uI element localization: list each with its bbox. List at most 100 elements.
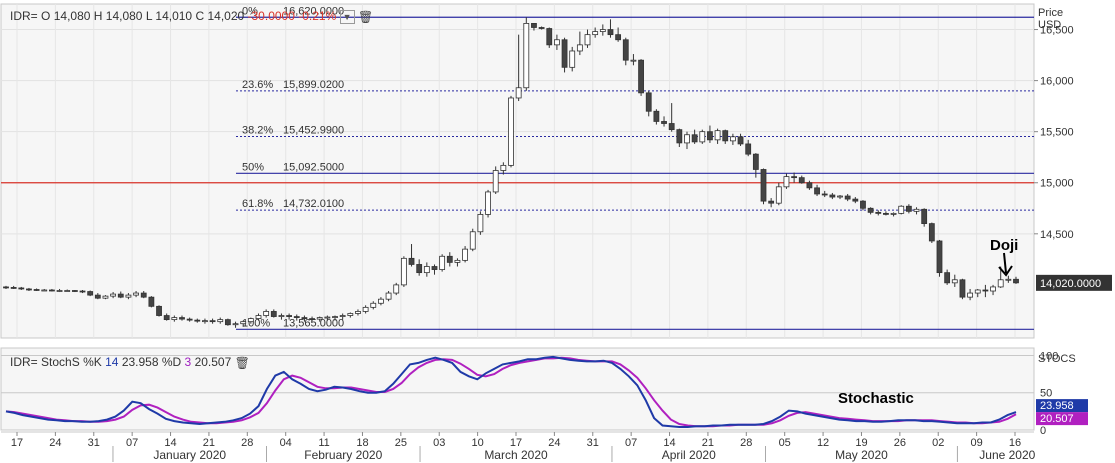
- fib-percent-label: 0%: [242, 5, 258, 17]
- candle-body: [64, 290, 71, 292]
- candle-body: [676, 129, 683, 144]
- candle-body: [140, 292, 147, 298]
- x-tick-label: 28: [241, 437, 253, 449]
- trash-icon[interactable]: 🗑: [357, 9, 374, 24]
- trash-icon[interactable]: 🗑: [234, 355, 250, 370]
- stoch-tick-label: 0: [1040, 425, 1046, 437]
- candle-body: [477, 214, 484, 233]
- candle-body: [974, 289, 981, 294]
- candle-body: [707, 131, 713, 141]
- candle-body: [362, 306, 369, 312]
- candle-body: [592, 31, 599, 36]
- current-price-tag: [1036, 274, 1112, 291]
- candle-body: [148, 296, 155, 307]
- candle-body: [752, 153, 759, 170]
- candle-body: [431, 266, 438, 270]
- candle-body: [163, 315, 170, 321]
- candle-body: [951, 279, 958, 284]
- candle-body: [485, 191, 491, 215]
- price-tick-label: 14,500: [1040, 229, 1074, 241]
- candle-body: [56, 290, 63, 292]
- month-label: June 2020: [979, 448, 1035, 462]
- doji-annotation: Doji: [990, 237, 1018, 254]
- x-tick-label: 09: [970, 437, 982, 449]
- candle-body: [194, 319, 201, 322]
- candle-body: [117, 293, 124, 298]
- candle-body: [293, 316, 300, 318]
- fib-value-label: 15,899.0200: [283, 79, 344, 91]
- stoch-d-period: 3: [184, 355, 192, 369]
- doji-arrow: [998, 252, 1013, 277]
- candle-body: [775, 186, 782, 204]
- stoch-d-label: %D: [161, 355, 182, 369]
- stoch-k-value: 23.958: [121, 355, 159, 369]
- candle-body: [837, 195, 843, 198]
- x-tick-label: 12: [817, 437, 829, 449]
- close-label: C: [195, 9, 205, 23]
- stochastic-annotation: Stochastic: [838, 390, 914, 407]
- close-value: 14,020: [207, 9, 245, 23]
- candle-body: [944, 272, 951, 284]
- chevron-down-icon[interactable]: ▼: [339, 9, 355, 24]
- candle-body: [3, 286, 9, 289]
- x-tick-label: 11: [318, 437, 329, 449]
- month-label: February 2020: [304, 448, 382, 462]
- candle-body: [79, 290, 86, 293]
- open-value: 14,080: [53, 9, 91, 23]
- candle-body: [240, 321, 247, 325]
- candle-body: [852, 198, 859, 202]
- fib-percent-label: 100%: [242, 317, 270, 329]
- candle-body: [783, 176, 790, 188]
- candle-body: [554, 39, 560, 46]
- candle-body: [309, 318, 315, 320]
- candle-body: [355, 311, 361, 314]
- candle-body: [209, 320, 216, 323]
- stoch-k-label: %K: [83, 355, 102, 369]
- candle-body: [768, 200, 775, 204]
- candle-body: [378, 298, 384, 304]
- candle-body: [133, 292, 139, 296]
- candle-body: [87, 291, 94, 296]
- candle-body: [599, 29, 606, 32]
- candle-body: [416, 264, 423, 274]
- candle-body: [423, 266, 430, 274]
- candle-body: [630, 59, 637, 62]
- x-tick-label: 03: [433, 437, 445, 449]
- x-tick-label: 28: [740, 437, 752, 449]
- fib-percent-label: 38.2%: [242, 124, 273, 136]
- candle-body: [645, 92, 652, 112]
- candle-body: [668, 123, 675, 131]
- x-tick-label: 24: [49, 437, 61, 449]
- candle-body: [829, 194, 836, 198]
- candle-body: [653, 110, 660, 122]
- candle-body: [729, 136, 736, 142]
- x-tick-label: 25: [395, 437, 407, 449]
- x-tick-label: 26: [894, 437, 906, 449]
- candle-body: [699, 131, 706, 143]
- candle-body: [760, 169, 767, 202]
- high-label: H: [93, 9, 103, 23]
- candle-body: [232, 323, 239, 326]
- candle-body: [875, 211, 882, 214]
- price-axis-title: Price USD: [1038, 7, 1063, 31]
- candle-body: [714, 130, 721, 141]
- stoch-symbol: IDR=: [10, 355, 38, 369]
- k-value-label: 23.958: [1040, 400, 1074, 412]
- candle-body: [278, 315, 285, 317]
- fib-value-label: 16,620.0000: [283, 5, 344, 17]
- candle-body: [454, 259, 461, 263]
- candle-body: [821, 193, 828, 196]
- candle-body: [661, 121, 667, 124]
- candle-body: [791, 176, 798, 179]
- x-tick-label: 24: [548, 437, 560, 449]
- candle-body: [71, 290, 78, 292]
- candle-body: [1013, 278, 1019, 284]
- candle-body: [538, 27, 545, 29]
- price-tick-label: 15,500: [1040, 127, 1074, 139]
- candle-body: [393, 284, 400, 294]
- x-tick-label: 14: [164, 437, 176, 449]
- price-axis-label: Price: [1038, 7, 1064, 19]
- stoch-line-k: [5, 355, 1017, 428]
- x-tick-label: 14: [663, 437, 675, 449]
